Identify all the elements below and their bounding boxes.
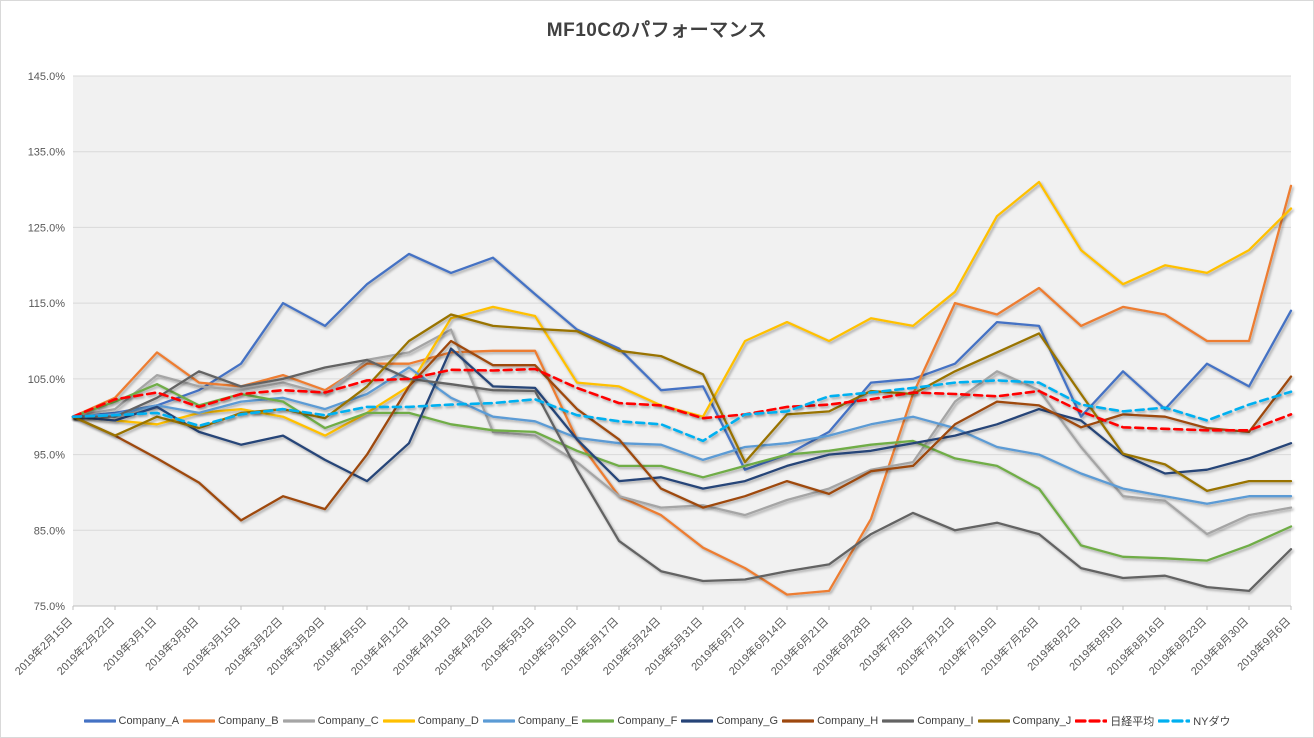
y-axis-tick-label: 135.0% — [28, 147, 66, 159]
legend-swatch-line — [977, 719, 1010, 723]
legend-item-日経平均[interactable]: 日経平均 — [1075, 713, 1154, 729]
y-axis-tick-label: 85.0% — [34, 525, 65, 537]
legend-swatch-dashed-line — [1075, 719, 1108, 723]
legend-label: NYダウ — [1193, 716, 1231, 728]
legend-item-Company_E[interactable]: Company_E — [482, 715, 579, 727]
legend-label: Company_G — [716, 715, 779, 727]
legend-swatch-line — [83, 719, 116, 723]
series-line-Company_H — [71, 339, 1293, 522]
legend-label: Company_A — [118, 715, 180, 727]
legend-swatch-line — [882, 719, 915, 723]
legend-item-Company_B[interactable]: Company_B — [183, 715, 279, 727]
y-axis-tick-label: 95.0% — [34, 450, 65, 462]
series-line-Company_F — [71, 383, 1293, 562]
series-line-Company_E — [71, 366, 1293, 505]
legend-item-Company_D[interactable]: Company_D — [382, 715, 479, 727]
legend-label: Company_E — [517, 715, 579, 727]
y-axis-tick-label: 115.0% — [29, 298, 66, 310]
legend-item-Company_C[interactable]: Company_C — [282, 715, 379, 727]
legend-label: Company_F — [617, 715, 678, 727]
chart-title: MF10Cのパフォーマンス — [546, 20, 768, 41]
series-line-日経平均 — [71, 367, 1293, 432]
legend-swatch-line — [382, 719, 415, 723]
legend-item-Company_J[interactable]: Company_J — [977, 715, 1072, 727]
legend-swatch-line — [183, 719, 216, 723]
legend-swatch-dashed-line — [1158, 719, 1191, 723]
legend-label: 日経平均 — [1110, 716, 1155, 728]
legend-label: Company_D — [417, 715, 479, 727]
y-axis-tick-label: 145.0% — [28, 71, 66, 83]
legend-label: Company_B — [218, 715, 279, 727]
legend-label: Company_J — [1012, 715, 1072, 727]
legend-swatch-line — [282, 719, 315, 723]
legend-item-Company_H[interactable]: Company_H — [782, 715, 878, 727]
legend-label: Company_I — [917, 715, 974, 727]
legend-swatch-line — [782, 719, 815, 723]
series-line-Company_B — [71, 184, 1293, 596]
series-line-Company_C — [71, 328, 1293, 536]
y-axis-tick-label: 125.0% — [28, 222, 66, 234]
series-line-Company_A — [71, 252, 1293, 471]
plot-area — [73, 76, 1291, 606]
legend-item-Company_I[interactable]: Company_I — [882, 715, 974, 727]
y-axis-tick-label: 105.0% — [28, 374, 66, 386]
y-axis-tick-label: 75.0% — [34, 601, 65, 613]
legend-swatch-line — [681, 719, 714, 723]
legend-item-NYダウ[interactable]: NYダウ — [1158, 713, 1231, 729]
legend-item-Company_F[interactable]: Company_F — [582, 715, 677, 727]
legend-item-Company_G[interactable]: Company_G — [681, 715, 778, 727]
legend-swatch-line — [482, 719, 515, 723]
series-line-NYダウ — [71, 379, 1293, 443]
legend-swatch-line — [582, 719, 615, 723]
legend-item-Company_A[interactable]: Company_A — [83, 715, 180, 727]
legend: Company_A Company_B Company_C Company_D Comp… — [1, 713, 1313, 729]
legend-label: Company_C — [317, 715, 379, 727]
series-line-Company_I — [71, 358, 1293, 593]
legend-label: Company_H — [817, 715, 879, 727]
